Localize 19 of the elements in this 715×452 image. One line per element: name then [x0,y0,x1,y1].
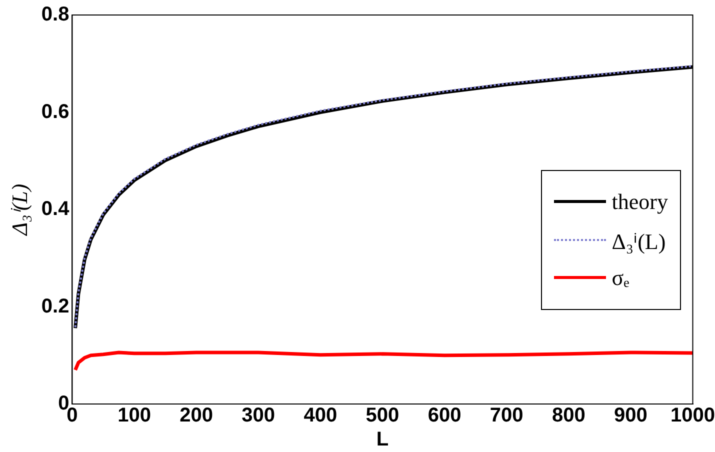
y-tick-label: 0.8 [41,4,70,26]
x-tick-label: 100 [118,404,151,427]
x-tick-label: 200 [180,404,213,427]
y-tick-label: 0.2 [41,295,70,318]
x-tick-label: 1000 [670,404,715,427]
x-tick-label: 700 [490,404,524,427]
legend-label: σₑ [612,264,630,290]
legend-label: theory [612,188,668,214]
x-axis-title: L [376,428,389,451]
y-tick-label: 0.6 [41,100,70,123]
x-tick-label: 800 [552,404,586,427]
legend-label: Δ₃ⁱ(L) [612,228,666,254]
x-tick-label: 400 [304,404,338,427]
x-tick-label: 900 [614,404,648,427]
x-tick-label: 300 [242,404,276,427]
y-axis-title: Δ₃ⁱ(L) [6,184,32,236]
y-tick-label: 0.4 [41,198,70,220]
x-tick-label: 600 [428,404,462,427]
x-tick-label: 500 [366,404,400,427]
